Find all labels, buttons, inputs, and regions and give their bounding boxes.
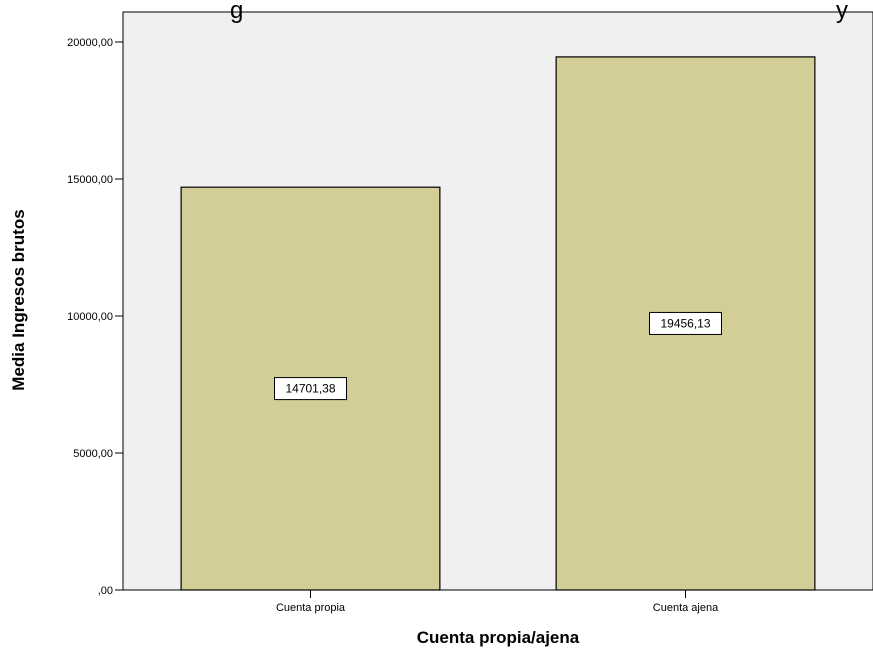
data-labels-group: 14701,38 19456,13 xyxy=(274,311,722,401)
x-tick-label: Cuenta propia xyxy=(276,602,346,614)
chart-title: g xyxy=(230,0,243,24)
x-tick-label: Cuenta ajena xyxy=(653,602,719,614)
y-tick-label: 5000,00 xyxy=(73,448,113,460)
data-label-box xyxy=(274,377,347,401)
chart-title-right: y xyxy=(836,0,848,24)
y-axis: ,00 5000,00 10000,00 15000,00 20000,00 xyxy=(67,12,124,597)
y-axis-title: Media Ingresos brutos xyxy=(9,209,28,390)
data-label: 19456,13 xyxy=(660,316,710,330)
y-tick-label: ,00 xyxy=(98,585,113,597)
data-label: 14701,38 xyxy=(285,382,335,396)
y-tick-label: 20000,00 xyxy=(67,37,113,49)
x-axis: Cuenta propia Cuenta ajena xyxy=(123,589,873,614)
y-tick-label: 15000,00 xyxy=(67,174,113,186)
data-label-box xyxy=(649,311,722,335)
x-axis-title: Cuenta propia/ajena xyxy=(417,628,580,647)
y-tick-label: 10000,00 xyxy=(67,311,113,323)
